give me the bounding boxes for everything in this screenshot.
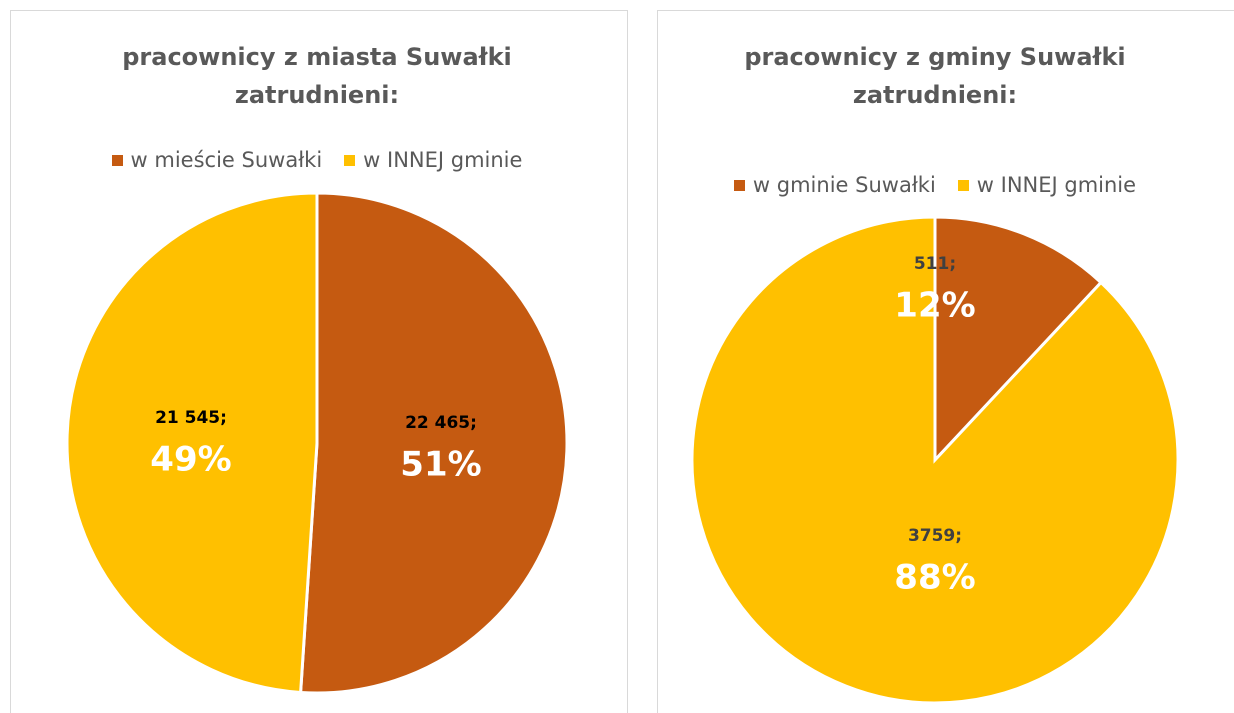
legend-swatch [733, 179, 745, 191]
legend-swatch [344, 154, 356, 166]
percent-label: 12% [894, 286, 975, 326]
pie-slice [65, 191, 319, 695]
percent-label: 88% [894, 558, 975, 598]
chart-title: pracownicy z miasta Suwałki zatrudnieni: [122, 43, 512, 109]
legend-swatch [111, 154, 123, 166]
percent-label: 49% [150, 440, 231, 480]
pie-slice [298, 191, 569, 695]
legend-item: w INNEJ gminie [957, 173, 1137, 197]
chart-title: pracownicy z gminy Suwałki zatrudnieni: [744, 43, 1126, 109]
data-label: 22 465; [405, 413, 477, 433]
legend-item: w INNEJ gminie [344, 148, 522, 172]
data-label: 3759; [908, 526, 962, 546]
legend-label: w gminie Suwałki [752, 173, 936, 197]
legend: w mieście Suwałki w INNEJ gminie [17, 148, 617, 172]
legend-label: w mieście Suwałki [130, 148, 323, 172]
percent-label: 51% [400, 445, 481, 485]
pie-slice [933, 215, 1104, 464]
legend-label: w INNEJ gminie [976, 173, 1137, 197]
legend-label: w INNEJ gminie [363, 148, 523, 172]
legend-swatch [957, 179, 969, 191]
legend: w gminie Suwałki w INNEJ gminie [635, 173, 1234, 197]
data-label: 511; [914, 254, 956, 274]
data-label: 21 545; [155, 408, 227, 428]
legend-item: w gminie Suwałki [733, 173, 936, 197]
pie-slice [690, 215, 1180, 705]
legend-item: w mieście Suwałki [111, 148, 323, 172]
